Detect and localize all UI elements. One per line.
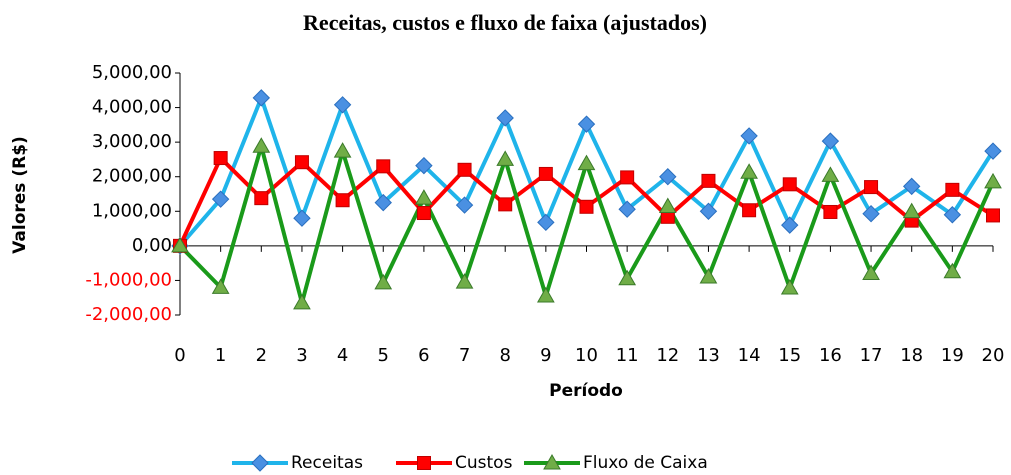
y-axis-title: Valores (R$) <box>10 136 30 254</box>
x-tick-label: 12 <box>656 345 679 366</box>
point <box>740 127 758 145</box>
legend-marker <box>543 453 561 470</box>
point <box>699 267 718 284</box>
point <box>986 208 1000 223</box>
point <box>579 199 594 214</box>
legend-label: Fluxo de Caixa <box>583 453 708 473</box>
x-tick-label: 0 <box>174 345 185 366</box>
point <box>943 206 962 224</box>
point <box>618 200 636 218</box>
point <box>211 190 230 208</box>
y-tick-label: 1,000,00 <box>92 200 172 221</box>
x-tick-label: 17 <box>860 345 883 366</box>
point <box>376 159 391 174</box>
point <box>374 193 392 212</box>
point <box>781 216 799 234</box>
point <box>293 209 311 227</box>
legend-marker <box>417 456 431 470</box>
point <box>415 189 433 205</box>
x-tick-label: 16 <box>819 345 842 366</box>
point <box>577 154 596 171</box>
legend-label: Receitas <box>291 453 363 473</box>
point <box>740 163 758 179</box>
point <box>496 109 514 127</box>
point <box>211 278 230 294</box>
point <box>782 177 797 192</box>
point <box>620 170 635 185</box>
point <box>864 180 879 195</box>
point <box>902 202 921 219</box>
point <box>455 196 474 214</box>
point <box>823 204 838 219</box>
y-tick-label: 5,000,00 <box>92 62 172 83</box>
point <box>333 96 352 114</box>
x-tick-label: 14 <box>738 345 761 366</box>
x-tick-label: 10 <box>575 345 598 366</box>
point <box>780 279 799 295</box>
y-tick-label: 3,000,00 <box>92 131 172 152</box>
point <box>537 213 555 232</box>
point <box>821 132 840 150</box>
point <box>293 293 311 310</box>
point <box>252 137 271 153</box>
point <box>457 162 472 177</box>
y-tick-label: 0,00 <box>132 235 172 256</box>
x-tick-label: 18 <box>900 345 923 366</box>
point <box>577 115 596 133</box>
x-tick-label: 19 <box>941 345 964 366</box>
point <box>862 204 880 223</box>
x-tick-label: 5 <box>378 345 389 366</box>
point <box>943 262 962 279</box>
point <box>945 182 960 197</box>
point <box>335 193 350 208</box>
point <box>701 173 716 188</box>
x-tick-label: 1 <box>215 345 226 366</box>
point <box>374 273 393 290</box>
point <box>496 150 515 166</box>
point <box>455 273 474 289</box>
point <box>538 166 553 181</box>
point <box>415 156 433 175</box>
point <box>862 264 880 281</box>
x-tick-label: 8 <box>499 345 510 366</box>
x-tick-label: 15 <box>778 345 801 366</box>
x-axis-title: Período <box>549 381 623 401</box>
point <box>171 236 189 253</box>
point <box>821 166 840 182</box>
point <box>536 286 555 303</box>
y-tick-label: 2,000,00 <box>92 166 172 187</box>
point <box>742 203 757 218</box>
point <box>294 155 309 170</box>
point <box>902 177 921 196</box>
point <box>213 151 228 166</box>
legend-marker <box>251 454 269 472</box>
x-tick-label: 13 <box>697 345 720 366</box>
x-tick-label: 7 <box>459 345 470 366</box>
x-tick-label: 11 <box>616 345 639 366</box>
x-tick-label: 2 <box>256 345 267 366</box>
point <box>659 168 677 186</box>
y-tick-label: -2,000,00 <box>85 304 172 325</box>
x-tick-label: 6 <box>418 345 429 366</box>
point <box>984 172 1002 189</box>
x-tick-label: 20 <box>982 345 1005 366</box>
point <box>498 197 513 212</box>
point <box>333 142 352 158</box>
point <box>252 89 271 107</box>
x-tick-label: 4 <box>337 345 348 366</box>
point <box>984 142 1002 160</box>
y-tick-label: 4,000,00 <box>92 97 172 118</box>
y-tick-label: -1,000,00 <box>85 269 172 290</box>
x-tick-label: 3 <box>296 345 307 366</box>
point <box>658 197 677 213</box>
chart-title: Receitas, custos e fluxo de faixa (ajust… <box>303 10 707 35</box>
point <box>416 206 431 221</box>
point <box>699 202 718 220</box>
x-tick-label: 9 <box>540 345 551 366</box>
legend-label: Custos <box>455 453 513 473</box>
point <box>254 191 269 206</box>
point <box>618 269 637 286</box>
